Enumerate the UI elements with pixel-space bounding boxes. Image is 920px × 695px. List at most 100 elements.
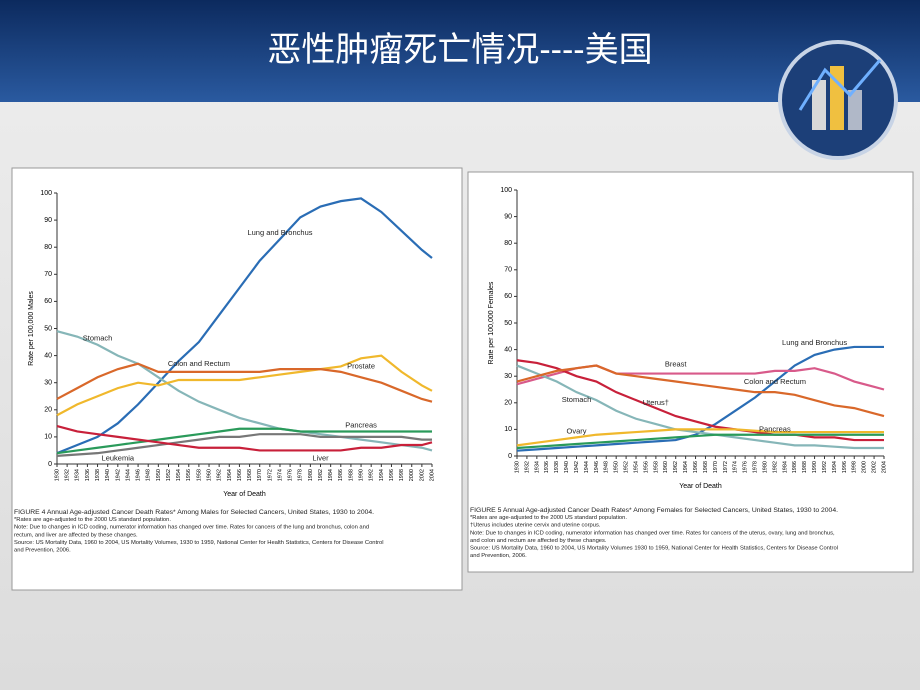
caption: and Prevention, 2006. (470, 553, 527, 559)
series-label: Ovary (567, 426, 587, 435)
series-line (56, 424, 433, 452)
series-label: Breast (665, 360, 688, 369)
chart-panel (467, 171, 914, 573)
caption: †Uterus includes uterine cervix and uter… (470, 523, 601, 529)
x-tick-label: 1970 (257, 469, 263, 481)
x-tick-label: 1990 (359, 469, 365, 481)
x-tick-label: 1976 (288, 469, 294, 481)
x-tick-label: 2000 (409, 469, 415, 481)
x-tick-label: 1996 (842, 461, 848, 473)
x-tick-label: 1980 (308, 469, 314, 481)
series-label: Leukemia (102, 453, 135, 462)
x-tick-label: 1986 (792, 461, 798, 473)
x-tick-label: 1952 (166, 469, 172, 481)
x-tick-label: 1984 (782, 461, 788, 473)
y-tick-label: 10 (504, 426, 512, 433)
x-tick-label: 1948 (604, 461, 610, 473)
x-tick-label: 1938 (554, 461, 560, 473)
x-tick-label: 1934 (75, 469, 81, 481)
y-tick-label: 80 (504, 240, 512, 247)
x-tick-label: 1942 (115, 469, 121, 481)
y-tick-label: 70 (504, 267, 512, 274)
x-tick-label: 1964 (227, 469, 233, 481)
x-tick-label: 1982 (318, 469, 324, 481)
x-tick-label: 1950 (614, 461, 620, 473)
series-line (516, 364, 884, 450)
x-tick-label: 1966 (693, 461, 699, 473)
x-tick-label: 1958 (653, 461, 659, 473)
x-tick-label: 1988 (348, 469, 354, 481)
caption: and colon and rectum are affected by the… (470, 538, 607, 544)
x-tick-label: 1934 (534, 461, 540, 473)
y-tick-label: 10 (44, 434, 52, 441)
series-line (516, 359, 884, 442)
x-tick-label: 1974 (277, 469, 283, 481)
x-tick-label: 2000 (862, 461, 868, 473)
x-tick-label: 1954 (633, 461, 639, 473)
x-tick-label: 1998 (852, 461, 858, 473)
y-tick-label: 90 (44, 217, 52, 224)
series-label: Lung and Bronchus (247, 228, 312, 237)
x-tick-label: 1936 (544, 461, 550, 473)
series-label: Colon and Rectum (744, 377, 806, 386)
x-tick-label: 1984 (328, 469, 334, 481)
x-tick-label: 2002 (419, 469, 425, 481)
series-label: Colon and Rectum (168, 359, 230, 368)
x-tick-label: 1970 (713, 461, 719, 473)
x-tick-label: 1958 (196, 469, 202, 481)
series-line (516, 433, 884, 450)
x-tick-label: 1940 (105, 469, 111, 481)
x-tick-label: 1988 (802, 461, 808, 473)
x-tick-label: 1938 (95, 469, 101, 481)
x-tick-label: 1946 (136, 469, 142, 481)
x-tick-label: 1998 (399, 469, 405, 481)
caption: FIGURE 5 Annual Age-adjusted Cancer Deat… (470, 507, 838, 514)
title-band (0, 0, 920, 102)
x-tick-label: 1994 (832, 461, 838, 473)
x-tick-label: 1968 (703, 461, 709, 473)
caption: Note: Due to changes in ICD coding, nume… (470, 530, 835, 536)
y-tick-label: 30 (504, 373, 512, 380)
x-tick-label: 2004 (881, 461, 887, 473)
slide-title: 恶性肿瘤死亡情况----美国 (267, 31, 652, 69)
y-tick-label: 40 (504, 346, 512, 353)
series-label: Pancreas (345, 420, 377, 429)
x-tick-label: 1982 (772, 461, 778, 473)
x-tick-label: 1948 (146, 469, 152, 481)
y-tick-label: 50 (44, 325, 52, 332)
x-tick-label: 1932 (65, 469, 71, 481)
x-tick-label: 1972 (723, 461, 729, 473)
y-tick-label: 100 (40, 190, 52, 197)
x-tick-label: 1978 (753, 461, 759, 473)
caption: Note: Due to changes in ICD coding, nume… (14, 525, 369, 531)
x-axis-label: Year of Death (223, 491, 266, 498)
x-tick-label: 1976 (743, 461, 749, 473)
x-tick-label: 1962 (673, 461, 679, 473)
y-axis-label: Rate per 100,000 Males (28, 291, 35, 366)
x-tick-label: 1944 (584, 461, 590, 473)
y-tick-label: 50 (504, 320, 512, 327)
x-tick-label: 1960 (206, 469, 212, 481)
x-tick-label: 1962 (217, 469, 223, 481)
series-line (56, 330, 433, 452)
y-axis-label: Rate per 100,000 Females (488, 281, 495, 364)
series-line (56, 197, 433, 455)
x-tick-label: 1964 (683, 461, 689, 473)
caption: FIGURE 4 Annual Age-adjusted Cancer Deat… (14, 509, 374, 516)
logo (778, 40, 898, 160)
y-tick-label: 20 (504, 400, 512, 407)
series-line (56, 362, 433, 403)
caption: and Prevention, 2006. (14, 548, 71, 554)
x-tick-label: 1974 (733, 461, 739, 473)
y-tick-label: 0 (508, 453, 512, 460)
y-tick-label: 0 (48, 461, 52, 468)
caption: Source: US Mortality Data, 1960 to 2004,… (470, 546, 838, 552)
x-tick-label: 1956 (643, 461, 649, 473)
y-tick-label: 80 (44, 244, 52, 251)
x-tick-label: 2004 (429, 469, 435, 481)
x-tick-label: 1972 (267, 469, 273, 481)
x-tick-label: 1944 (125, 469, 131, 481)
caption: *Rates are age-adjusted to the 2000 US s… (14, 517, 171, 523)
x-tick-label: 1952 (624, 461, 630, 473)
